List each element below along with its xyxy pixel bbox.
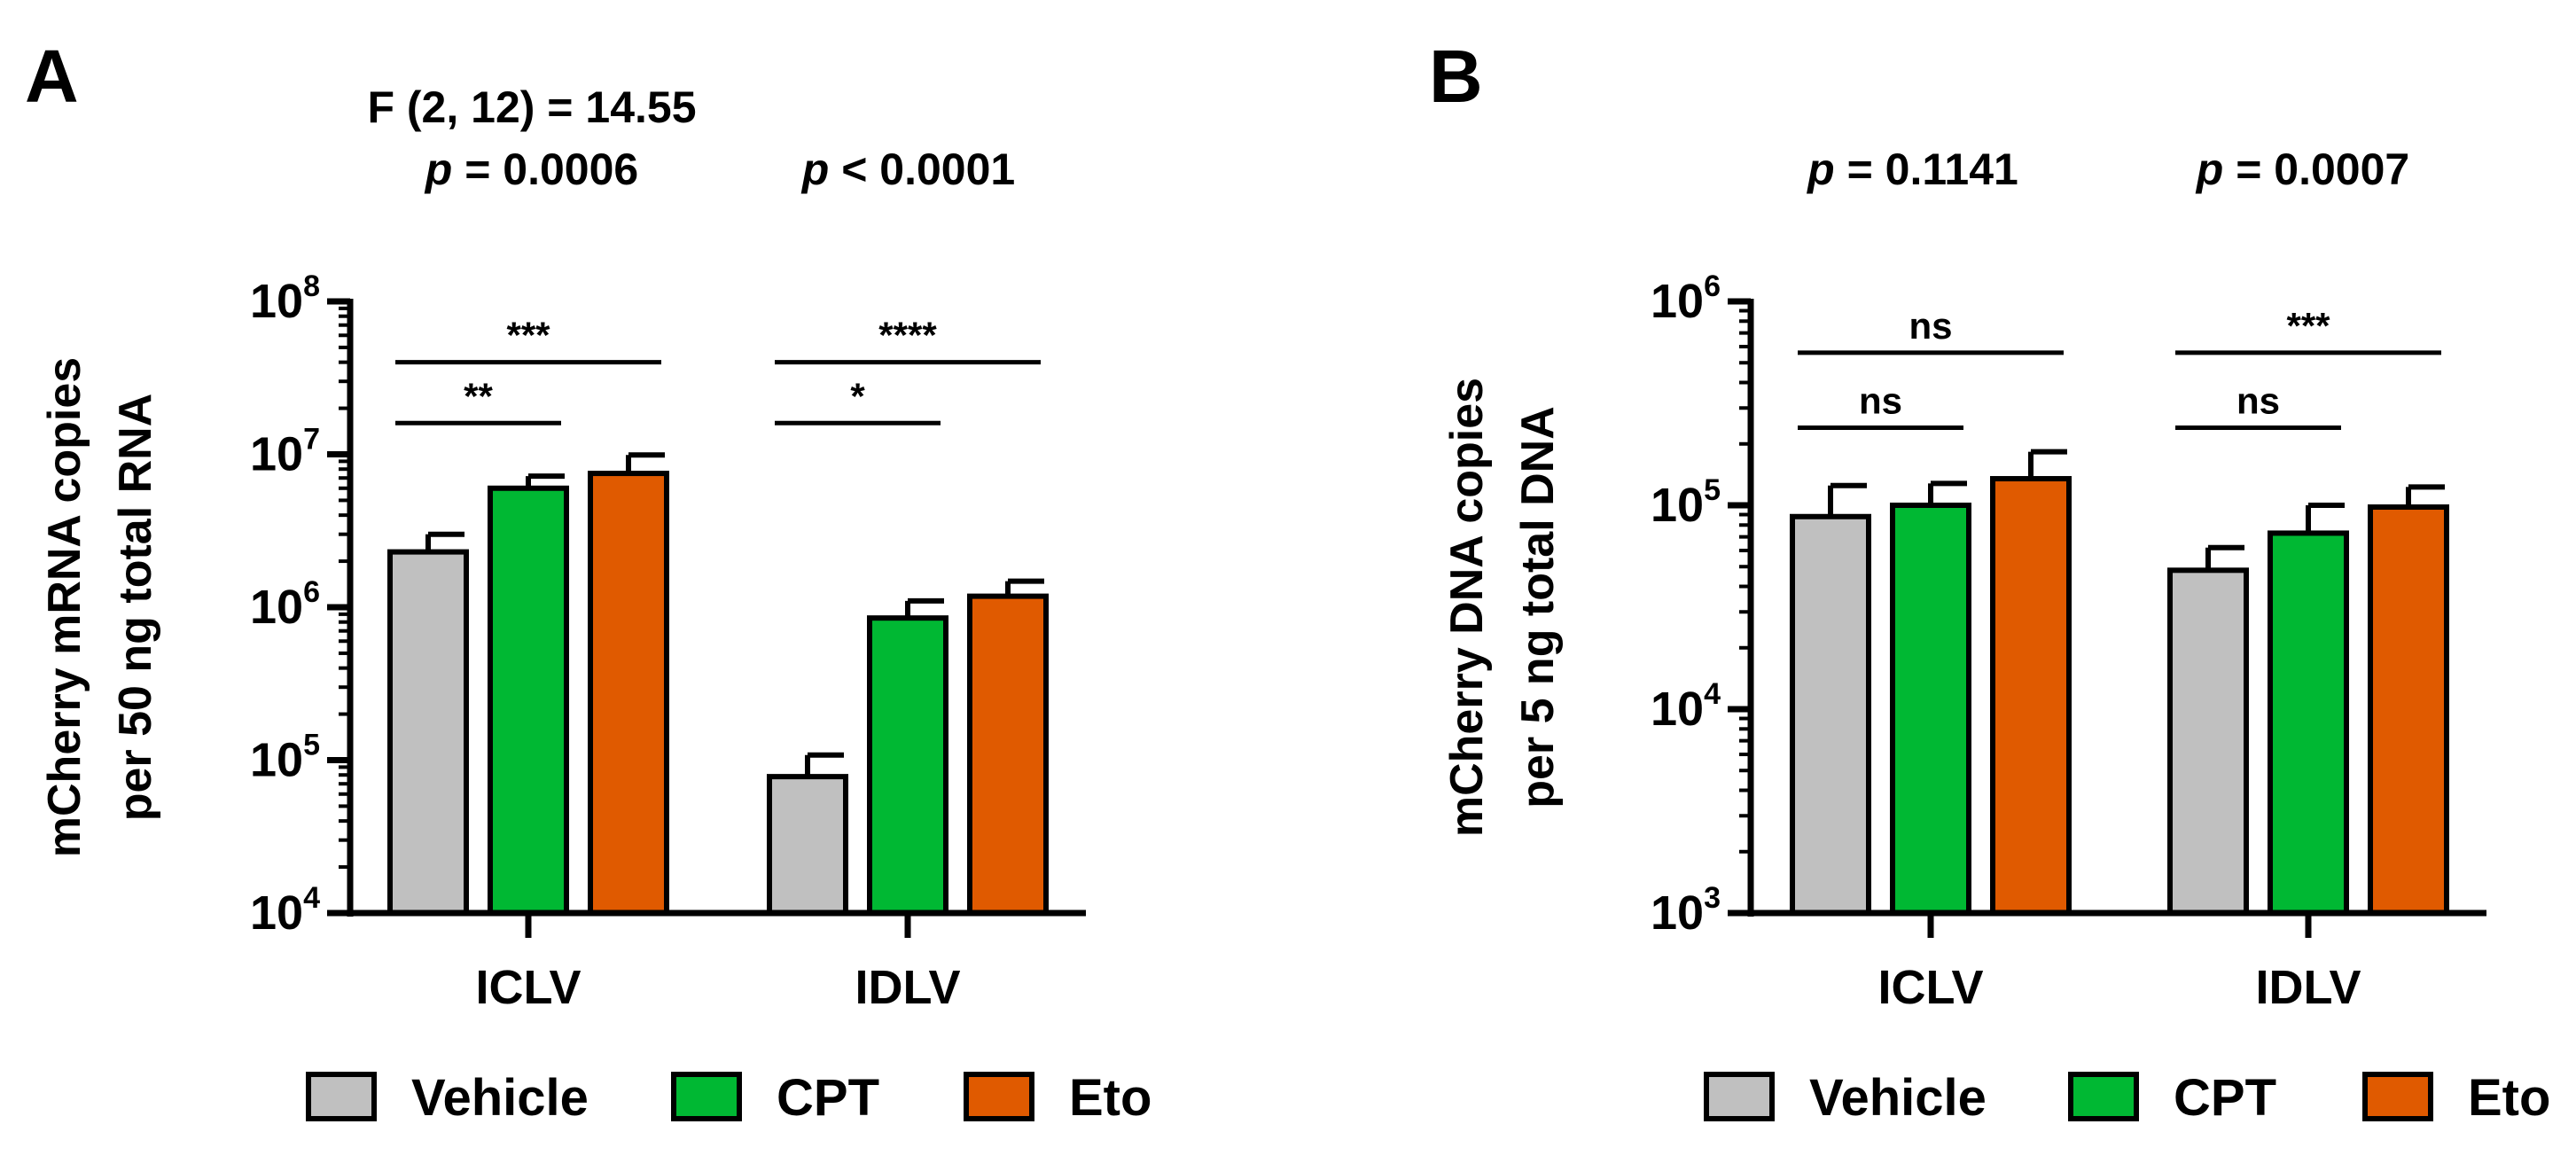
legend-a: Vehicle CPT Eto [306, 1069, 1151, 1127]
y-tick-exponent-a: 8 [303, 269, 320, 303]
bar-vehicle-idlv-b [2167, 567, 2249, 916]
significance-label-b: *** [2286, 305, 2330, 347]
y-axis-label-b: mCherry DNA copies [1441, 378, 1493, 837]
y-tick-exponent-a: 4 [303, 881, 320, 915]
legend-swatch-eto-b [2362, 1072, 2433, 1121]
legend-swatch-cpt-b [2068, 1072, 2139, 1121]
y-tick-label-a: 105 [250, 729, 320, 787]
p-value-b: p = 0.0007 [2195, 144, 2409, 194]
y-tick-label-b: 103 [1651, 881, 1721, 940]
bar-vehicle-iclv-a [387, 549, 469, 916]
p-value-a: p = 0.0006 [424, 144, 638, 194]
y-tick-base-a: 10 [250, 734, 303, 787]
stats-a: F (2, 12) = 14.55p = 0.0006 p < 0.0001 [367, 82, 1015, 194]
y-tick-label-b: 106 [1651, 269, 1721, 328]
significance-label-b: ns [1909, 305, 1952, 347]
legend-label-eto-a: Eto [1069, 1069, 1151, 1127]
y-tick-label-a: 106 [250, 575, 320, 634]
y-tick-label-b: 104 [1651, 677, 1721, 736]
y-tick-label-a: 108 [250, 269, 320, 328]
bar-eto-iclv-a [588, 471, 669, 916]
p-value-text-a: = 0.0006 [452, 144, 638, 194]
y-axis-label-a: mCherry mRNA copies [39, 357, 90, 857]
legend-label-vehicle-b: Vehicle [1809, 1069, 1987, 1127]
p-value-text-b: = 0.0007 [2223, 144, 2409, 194]
p-value-text-a: < 0.0001 [829, 144, 1015, 194]
x-category-label-idlv-b: IDLV [2256, 961, 2361, 1014]
p-symbol-a: p [800, 144, 830, 194]
legend-label-cpt-a: CPT [777, 1069, 879, 1127]
y-tick-base-a: 10 [250, 275, 303, 328]
legend-label-vehicle-a: Vehicle [411, 1069, 589, 1127]
significance-label-a: ** [464, 375, 493, 417]
stats-b: p = 0.1141 p = 0.0007 [1806, 144, 2409, 194]
y-tick-base-a: 10 [250, 886, 303, 940]
panel-letter-b: B [1429, 35, 1483, 118]
y-tick-base-b: 10 [1651, 275, 1704, 328]
y-tick-exponent-b: 4 [1704, 677, 1721, 711]
significance-label-b: ns [1859, 380, 1902, 422]
legend-b: Vehicle CPT Eto [1704, 1069, 2550, 1127]
y-tick-label-a: 107 [250, 423, 320, 481]
y-tick-exponent-a: 7 [303, 423, 320, 457]
y-tick-base-b: 10 [1651, 683, 1704, 736]
legend-swatch-cpt-a [671, 1072, 742, 1121]
panel-a: A F (2, 12) = 14.55p = 0.0006 p < 0.0001 … [25, 35, 1151, 1127]
p-symbol-a: p [424, 144, 453, 194]
bar-eto-idlv-b [2368, 504, 2449, 916]
y-tick-exponent-a: 5 [303, 729, 320, 762]
bar-vehicle-idlv-a [767, 774, 848, 917]
panel-letter-a: A [25, 35, 79, 118]
bar-eto-iclv-b [1990, 476, 2072, 917]
bar-eto-idlv-a [967, 593, 1049, 916]
y-tick-base-b: 10 [1651, 479, 1704, 532]
significance-label-a: *** [506, 315, 550, 356]
y-tick-base-a: 10 [250, 581, 303, 634]
significance-label-b: ns [2236, 380, 2280, 422]
x-category-label-idlv-a: IDLV [855, 961, 961, 1014]
y-tick-exponent-b: 6 [1704, 269, 1721, 303]
significance-label-a: * [850, 375, 865, 417]
legend-swatch-vehicle-a [306, 1072, 377, 1121]
bar-cpt-idlv-a [867, 615, 948, 916]
y-tick-exponent-b: 3 [1704, 881, 1721, 915]
y-tick-label-a: 104 [250, 881, 320, 940]
p-symbol-b: p [2195, 144, 2224, 194]
y-tick-exponent-b: 5 [1704, 473, 1721, 507]
bar-cpt-iclv-b [1890, 503, 1971, 916]
p-value-b: p = 0.1141 [1806, 144, 2018, 194]
panel-b: B p = 0.1141 p = 0.0007 103104105106mCher… [1429, 35, 2550, 1127]
legend-label-eto-b: Eto [2468, 1069, 2550, 1127]
y-tick-exponent-a: 6 [303, 575, 320, 609]
y-axis-label-b: per 5 ng total DNA [1512, 406, 1564, 808]
bar-vehicle-iclv-b [1790, 513, 1871, 916]
legend-swatch-eto-a [964, 1072, 1034, 1121]
y-tick-base-b: 10 [1651, 886, 1704, 940]
bar-cpt-idlv-b [2268, 530, 2349, 916]
legend-label-cpt-b: CPT [2174, 1069, 2276, 1127]
y-tick-base-a: 10 [250, 428, 303, 481]
anova-statistic-a: F (2, 12) = 14.55 [367, 82, 696, 132]
legend-swatch-vehicle-b [1704, 1072, 1775, 1121]
p-symbol-b: p [1806, 144, 1835, 194]
p-value-a: p < 0.0001 [800, 144, 1015, 194]
bar-cpt-iclv-a [488, 485, 569, 916]
significance-label-a: **** [878, 315, 937, 356]
x-category-label-iclv-b: ICLV [1878, 961, 1984, 1014]
y-tick-label-b: 105 [1651, 473, 1721, 532]
x-category-label-iclv-a: ICLV [476, 961, 582, 1014]
p-value-text-b: = 0.1141 [1835, 144, 2018, 194]
y-axis-label-a: per 50 ng total RNA [110, 394, 161, 822]
